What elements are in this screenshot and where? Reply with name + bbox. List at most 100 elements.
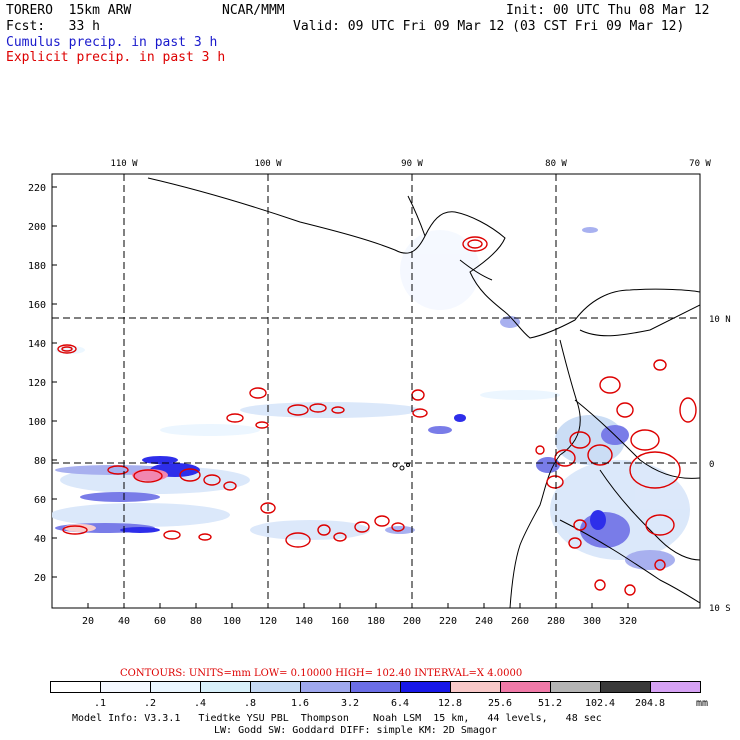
colorbar-swatch bbox=[650, 681, 701, 693]
x-tick-label: 100 bbox=[223, 616, 241, 627]
explicit-cell bbox=[133, 469, 163, 483]
explicit-cell bbox=[163, 530, 181, 540]
y-tick-label: 60 bbox=[34, 495, 46, 506]
country-border bbox=[599, 469, 700, 561]
colorbar-swatch bbox=[550, 681, 601, 693]
country-border bbox=[574, 399, 700, 479]
init-time: Init: 00 UTC Thu 08 Mar 12 bbox=[506, 3, 710, 18]
y-tick-label: 20 bbox=[34, 573, 46, 584]
lon-label: 80 W bbox=[545, 159, 567, 169]
cumulus-band-central bbox=[240, 402, 420, 418]
explicit-cell bbox=[629, 451, 681, 489]
colorbar-label: .2 bbox=[143, 698, 157, 709]
colorbar-label: 204.8 bbox=[634, 698, 666, 709]
explicit-cell bbox=[260, 502, 276, 514]
colorbar-label: 3.2 bbox=[340, 698, 360, 709]
explicit-cell bbox=[203, 474, 221, 486]
explicit-cell bbox=[61, 346, 73, 352]
x-tick-label: 160 bbox=[331, 616, 349, 627]
explicit-cell bbox=[354, 521, 370, 533]
explicit-cell bbox=[616, 402, 634, 418]
y-tick-label: 140 bbox=[28, 339, 46, 350]
explicit-cell bbox=[333, 532, 347, 542]
explicit-core bbox=[64, 524, 96, 532]
cumulus-precip-areas bbox=[52, 227, 690, 570]
colorbar-swatch bbox=[200, 681, 251, 693]
explicit-cell bbox=[630, 429, 660, 451]
explicit-cell bbox=[546, 475, 564, 489]
colorbar-label: 6.4 bbox=[390, 698, 410, 709]
explicit-cell bbox=[62, 525, 88, 535]
lat-label: 10 N bbox=[709, 315, 731, 325]
explicit-cell bbox=[309, 403, 327, 413]
colorbar-label: 102.4 bbox=[584, 698, 616, 709]
explicit-cell bbox=[654, 559, 666, 571]
explicit-cell bbox=[535, 445, 545, 455]
cumulus-band bbox=[400, 230, 480, 310]
explicit-cell bbox=[653, 359, 667, 371]
model-title: TORERO 15km ARW bbox=[6, 3, 132, 18]
cumulus-core bbox=[625, 550, 675, 570]
explicit-cell bbox=[374, 515, 390, 527]
explicit-cell bbox=[391, 522, 405, 532]
y-tick-label: 40 bbox=[34, 534, 46, 545]
cumulus-band-west bbox=[52, 503, 230, 527]
lon-label: 100 W bbox=[254, 159, 282, 169]
legend-explicit: Explicit precip. in past 3 h bbox=[6, 50, 226, 65]
y-tick-label: 80 bbox=[34, 456, 46, 467]
colorbar-swatch bbox=[300, 681, 351, 693]
country-border bbox=[559, 519, 700, 604]
explicit-cell bbox=[569, 431, 591, 449]
explicit-cell bbox=[568, 537, 582, 549]
explicit-cell bbox=[599, 376, 621, 394]
x-tick-label: 300 bbox=[583, 616, 601, 627]
x-tick-label: 180 bbox=[367, 616, 385, 627]
cumulus-band bbox=[160, 424, 260, 436]
lat-label: 10 S bbox=[709, 604, 731, 614]
x-tick-label: 60 bbox=[154, 616, 166, 627]
colorbar-swatch bbox=[250, 681, 301, 693]
explicit-cell bbox=[226, 413, 244, 423]
y-tick-label: 220 bbox=[28, 183, 46, 194]
x-tick-label: 220 bbox=[439, 616, 457, 627]
contour-info: CONTOURS: UNITS=mm LOW= 0.10000 HIGH= 10… bbox=[120, 668, 522, 679]
forecast-hour: Fcst: 33 h bbox=[6, 19, 100, 34]
colorbar-swatch bbox=[350, 681, 401, 693]
explicit-precip-contours bbox=[57, 236, 697, 596]
x-tick-label: 260 bbox=[511, 616, 529, 627]
y-tick-label: 100 bbox=[28, 417, 46, 428]
colorbar-label: 12.8 bbox=[437, 698, 463, 709]
colorbar-swatch bbox=[100, 681, 151, 693]
explicit-cell bbox=[107, 465, 129, 475]
colorbar-swatch bbox=[400, 681, 451, 693]
colorbar-label: 25.6 bbox=[487, 698, 513, 709]
y-tick-label: 160 bbox=[28, 300, 46, 311]
latlon-grid bbox=[52, 174, 700, 608]
caribbean-coast bbox=[579, 304, 700, 337]
cumulus-core bbox=[454, 414, 466, 422]
colorbar-label: .8 bbox=[243, 698, 257, 709]
valid-time: Valid: 09 UTC Fri 09 Mar 12 (03 CST Fri … bbox=[293, 19, 685, 34]
colorbar-units: mm bbox=[696, 698, 709, 709]
cumulus-core bbox=[142, 456, 178, 464]
explicit-cell bbox=[645, 514, 675, 536]
lon-label: 70 W bbox=[689, 159, 711, 169]
legend-cumulus: Cumulus precip. in past 3 h bbox=[6, 35, 218, 50]
colorbar-label: .4 bbox=[193, 698, 207, 709]
explicit-cell bbox=[287, 404, 309, 416]
lon-label: 90 W bbox=[401, 159, 423, 169]
country-border bbox=[407, 195, 426, 237]
explicit-cell bbox=[285, 532, 311, 548]
x-tick-label: 200 bbox=[403, 616, 421, 627]
colorbar-label: .1 bbox=[93, 698, 107, 709]
colorbar-swatch bbox=[500, 681, 551, 693]
explicit-cell bbox=[573, 519, 587, 531]
colorbar-label: 1.6 bbox=[290, 698, 310, 709]
x-tick-label: 320 bbox=[619, 616, 637, 627]
explicit-cell bbox=[198, 533, 212, 541]
x-axis: 20 40 60 80 100 120 140 160 180 200 220 240 260 280 30… bbox=[82, 603, 637, 627]
explicit-cell bbox=[624, 584, 636, 596]
cumulus-core bbox=[120, 527, 160, 533]
explicit-cell bbox=[331, 406, 345, 414]
